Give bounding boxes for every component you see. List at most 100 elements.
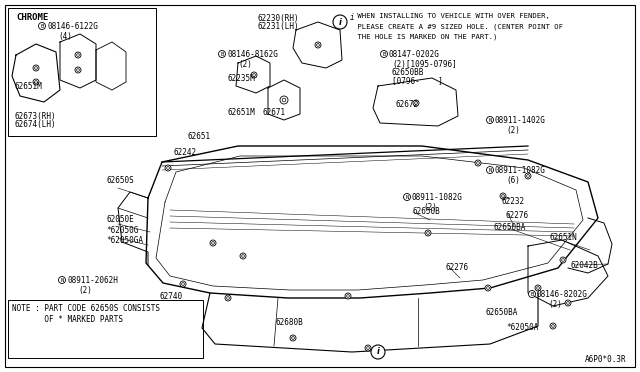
Text: *62050A: *62050A — [506, 323, 538, 332]
Text: 62674(LH): 62674(LH) — [14, 120, 56, 129]
Circle shape — [486, 116, 493, 124]
Text: THE HOLE IS MARKED ON THE PART.): THE HOLE IS MARKED ON THE PART.) — [353, 33, 497, 39]
Circle shape — [210, 240, 216, 246]
Circle shape — [560, 257, 566, 263]
Circle shape — [550, 323, 556, 329]
Circle shape — [485, 285, 491, 291]
Circle shape — [367, 347, 369, 349]
Circle shape — [35, 81, 37, 83]
Text: 62050E: 62050E — [106, 215, 134, 224]
Circle shape — [486, 287, 490, 289]
Circle shape — [75, 52, 81, 58]
Circle shape — [165, 165, 171, 171]
Text: B: B — [220, 51, 223, 57]
Text: [0796-    ]: [0796- ] — [392, 76, 443, 85]
Circle shape — [240, 253, 246, 259]
Text: i: i — [376, 347, 380, 356]
Circle shape — [77, 54, 79, 56]
Circle shape — [58, 276, 65, 283]
Circle shape — [552, 325, 554, 327]
Circle shape — [280, 96, 288, 104]
Text: i: i — [350, 13, 355, 22]
Text: 62650S: 62650S — [106, 176, 134, 185]
Text: 62740: 62740 — [160, 292, 183, 301]
Circle shape — [413, 100, 419, 106]
Circle shape — [180, 281, 186, 287]
Circle shape — [403, 193, 410, 201]
Text: (2): (2) — [78, 286, 92, 295]
Circle shape — [525, 173, 531, 179]
Text: (4): (4) — [58, 32, 72, 41]
Circle shape — [475, 160, 481, 166]
Text: CHROME: CHROME — [16, 13, 48, 22]
Text: N: N — [60, 278, 63, 282]
Circle shape — [212, 242, 214, 244]
Circle shape — [227, 296, 229, 299]
Circle shape — [371, 345, 385, 359]
Text: *62050GA: *62050GA — [106, 236, 143, 245]
Text: 62651M: 62651M — [228, 108, 256, 117]
Circle shape — [527, 174, 529, 177]
Circle shape — [317, 44, 319, 46]
Circle shape — [33, 65, 39, 71]
Text: 62235M: 62235M — [228, 74, 256, 83]
Text: WHEN INSTALLING TO VEHICLE WITH OVER FENDER,: WHEN INSTALLING TO VEHICLE WITH OVER FEN… — [353, 13, 550, 19]
Text: 62650BA: 62650BA — [486, 308, 518, 317]
Circle shape — [218, 51, 225, 58]
Circle shape — [33, 79, 39, 85]
Circle shape — [166, 167, 170, 169]
Text: (2): (2) — [238, 60, 252, 69]
Text: 08146-8162G: 08146-8162G — [227, 50, 278, 59]
Circle shape — [562, 259, 564, 262]
Circle shape — [77, 69, 79, 71]
Text: N: N — [405, 195, 408, 199]
Text: B: B — [531, 292, 534, 296]
Circle shape — [500, 193, 506, 199]
Circle shape — [315, 42, 321, 48]
Text: N: N — [488, 167, 492, 173]
Circle shape — [225, 295, 231, 301]
Text: *62050G: *62050G — [106, 226, 138, 235]
Circle shape — [253, 74, 255, 76]
Text: 62276: 62276 — [446, 263, 469, 272]
Circle shape — [529, 291, 536, 298]
Text: B: B — [40, 23, 44, 29]
Circle shape — [75, 67, 81, 73]
Text: 62671: 62671 — [263, 108, 286, 117]
Circle shape — [427, 232, 429, 234]
Circle shape — [415, 102, 417, 105]
Text: 08911-2062H: 08911-2062H — [67, 276, 118, 285]
Text: 62242: 62242 — [173, 148, 196, 157]
Circle shape — [565, 300, 571, 306]
Text: B: B — [382, 51, 386, 57]
Circle shape — [35, 67, 37, 69]
Text: 62651M: 62651M — [14, 82, 42, 91]
Text: OF * MARKED PARTS: OF * MARKED PARTS — [12, 315, 123, 324]
Text: (2): (2) — [423, 203, 437, 212]
Text: 08911-1402G: 08911-1402G — [495, 116, 546, 125]
Bar — [8, 300, 203, 358]
Circle shape — [242, 255, 244, 257]
Text: 08146-8202G: 08146-8202G — [537, 290, 588, 299]
Text: 62276: 62276 — [506, 211, 529, 220]
Circle shape — [477, 162, 479, 164]
Text: i: i — [339, 17, 341, 26]
Circle shape — [425, 230, 431, 236]
Circle shape — [251, 72, 257, 78]
Text: 62650BB: 62650BB — [392, 68, 424, 77]
Circle shape — [182, 283, 184, 285]
Text: PLEASE CREATE A #9 SIZED HOLE. (CENTER POINT OF: PLEASE CREATE A #9 SIZED HOLE. (CENTER P… — [353, 23, 563, 29]
Text: 62680B: 62680B — [276, 318, 304, 327]
Text: 08911-1082G: 08911-1082G — [412, 193, 463, 202]
Circle shape — [365, 345, 371, 351]
Circle shape — [345, 293, 351, 299]
Text: 08146-6122G: 08146-6122G — [47, 22, 98, 31]
Circle shape — [486, 167, 493, 173]
Circle shape — [537, 287, 540, 289]
Text: 62673(RH): 62673(RH) — [14, 112, 56, 121]
Text: 62231(LH): 62231(LH) — [258, 22, 300, 31]
Text: 62042B: 62042B — [571, 261, 599, 270]
Text: 62672: 62672 — [396, 100, 419, 109]
Circle shape — [566, 302, 570, 304]
Text: 62651N: 62651N — [550, 233, 578, 242]
